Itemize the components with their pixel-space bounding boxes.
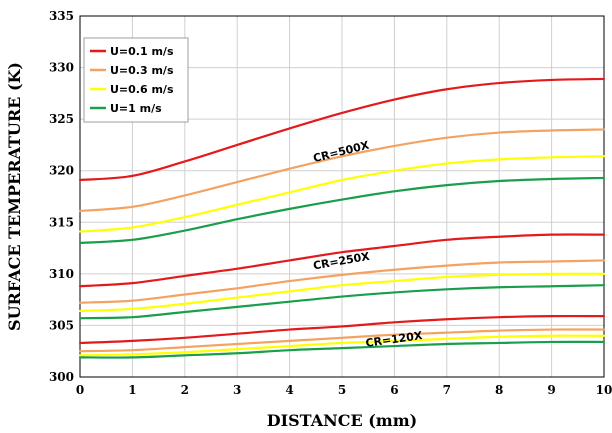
series-line bbox=[78, 259, 606, 304]
group-label: CR=500X bbox=[312, 138, 371, 165]
series-group bbox=[78, 233, 606, 320]
y-tick-label: 325 bbox=[49, 112, 74, 126]
legend-label: U=0.6 m/s bbox=[110, 83, 174, 96]
x-tick-label: 3 bbox=[233, 383, 241, 397]
x-tick-label: 6 bbox=[390, 383, 398, 397]
series-group bbox=[78, 77, 606, 245]
legend-label: U=0.3 m/s bbox=[110, 64, 174, 77]
x-tick-label: 7 bbox=[443, 383, 451, 397]
y-tick-label: 300 bbox=[49, 370, 74, 384]
legend-item: U=0.6 m/s bbox=[90, 83, 174, 96]
x-tick-label: 2 bbox=[181, 383, 189, 397]
y-tick-label: 320 bbox=[49, 164, 74, 178]
series-group bbox=[78, 314, 606, 359]
x-tick-label: 4 bbox=[285, 383, 293, 397]
series-lines bbox=[78, 77, 606, 359]
series-line bbox=[78, 340, 606, 359]
legend-label: U=0.1 m/s bbox=[110, 45, 174, 58]
series-line bbox=[78, 272, 606, 313]
axis-ticks: 0 1 2 3 4 5 6 7 8 9 10 300 305 310 315 320 325 330 335 bbox=[49, 9, 612, 397]
x-tick-label: 9 bbox=[547, 383, 555, 397]
series-line bbox=[78, 334, 606, 357]
series-line bbox=[78, 176, 606, 245]
series-line bbox=[78, 233, 606, 288]
legend: U=0.1 m/s U=0.3 m/s U=0.6 m/s U=1 m/s bbox=[83, 37, 189, 123]
y-axis-title: SURFACE TEMPERATURE (K) bbox=[5, 62, 24, 331]
y-tick-label: 330 bbox=[49, 61, 74, 75]
x-tick-label: 1 bbox=[128, 383, 136, 397]
series-line bbox=[78, 314, 606, 345]
grid bbox=[80, 16, 604, 377]
legend-item: U=1 m/s bbox=[90, 102, 162, 115]
series-line bbox=[78, 284, 606, 320]
series-line bbox=[78, 155, 606, 233]
x-tick-label: 5 bbox=[338, 383, 346, 397]
y-tick-label: 335 bbox=[49, 9, 74, 23]
legend-label: U=1 m/s bbox=[110, 102, 162, 115]
y-tick-label: 315 bbox=[49, 215, 74, 229]
x-tick-label: 0 bbox=[76, 383, 84, 397]
y-tick-label: 310 bbox=[49, 267, 74, 281]
x-tick-label: 10 bbox=[596, 383, 612, 397]
series-line bbox=[78, 77, 606, 182]
x-tick-label: 8 bbox=[495, 383, 503, 397]
series-line bbox=[78, 328, 606, 353]
plot-area-frame bbox=[79, 15, 605, 378]
legend-item: U=0.1 m/s bbox=[90, 45, 174, 58]
y-tick-label: 305 bbox=[49, 318, 74, 332]
legend-item: U=0.3 m/s bbox=[90, 64, 174, 77]
x-axis-title: DISTANCE (mm) bbox=[267, 411, 417, 430]
series-line bbox=[78, 128, 606, 213]
